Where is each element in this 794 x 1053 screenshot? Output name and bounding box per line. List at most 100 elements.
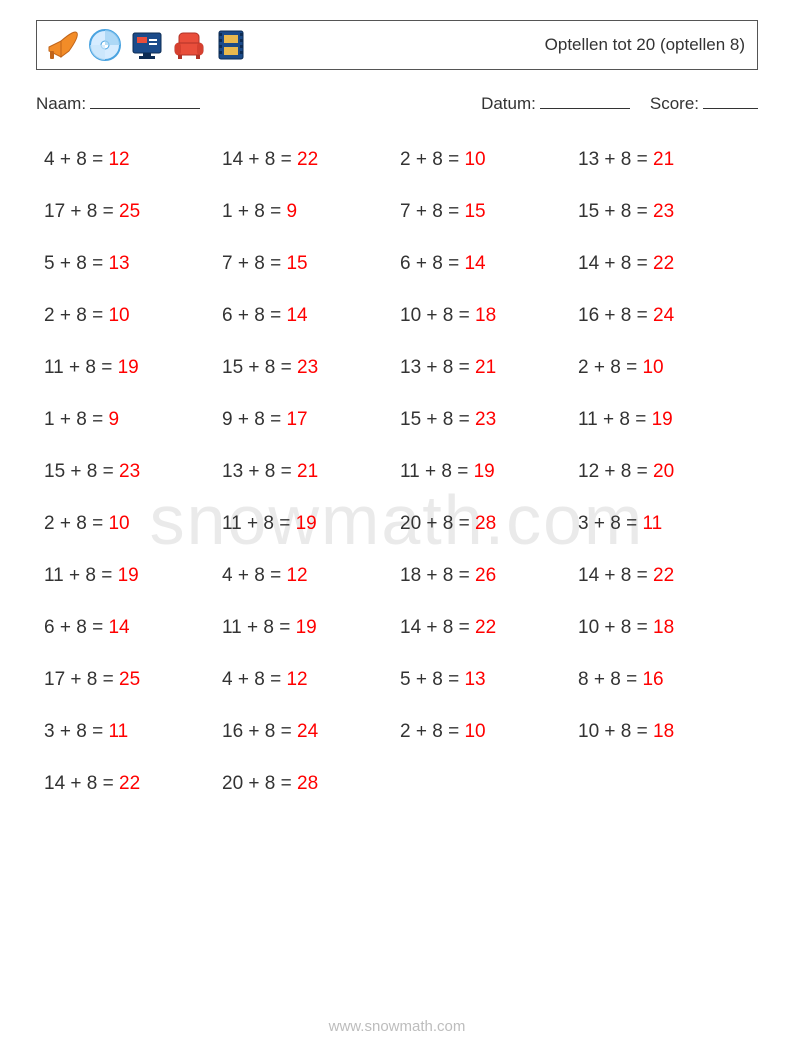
info-row: Naam: Datum: Score:: [36, 90, 758, 114]
problem-cell: 1 + 8 = 9: [222, 201, 400, 223]
answer: 14: [108, 617, 129, 638]
problem-cell: 2 + 8 = 10: [400, 149, 578, 171]
answer: 14: [464, 253, 485, 274]
answer: 12: [286, 669, 307, 690]
answer: 17: [286, 409, 307, 430]
answer: 19: [296, 513, 317, 534]
answer: 19: [652, 409, 673, 430]
answer: 25: [119, 201, 140, 222]
problem-cell: 12 + 8 = 20: [578, 461, 756, 483]
answer: 18: [475, 305, 496, 326]
problem-cell: 8 + 8 = 16: [578, 669, 756, 691]
answer: 15: [464, 201, 485, 222]
problem-cell: 14 + 8 = 22: [400, 617, 578, 639]
answer: 25: [119, 669, 140, 690]
problem-cell: 13 + 8 = 21: [400, 357, 578, 379]
problem-cell: 16 + 8 = 24: [578, 305, 756, 327]
answer: 26: [475, 565, 496, 586]
date-blank: [540, 90, 630, 109]
answer: 10: [108, 513, 129, 534]
problem-cell: 6 + 8 = 14: [400, 253, 578, 275]
answer: 23: [119, 461, 140, 482]
answer: 15: [286, 253, 307, 274]
problem-cell: 17 + 8 = 25: [44, 201, 222, 223]
problem-cell: 4 + 8 = 12: [222, 669, 400, 691]
answer: 23: [653, 201, 674, 222]
problem-cell: 18 + 8 = 26: [400, 565, 578, 587]
answer: 9: [286, 201, 297, 222]
problem-cell: 11 + 8 = 19: [400, 461, 578, 483]
answer: 10: [464, 721, 485, 742]
name-field: Naam:: [36, 90, 200, 114]
answer: 19: [296, 617, 317, 638]
film-icon: [213, 27, 249, 63]
megaphone-icon: [45, 27, 81, 63]
problem-cell: 9 + 8 = 17: [222, 409, 400, 431]
problem-cell: 4 + 8 = 12: [222, 565, 400, 587]
header-box: Optellen tot 20 (optellen 8): [36, 20, 758, 70]
problem-cell: 2 + 8 = 10: [400, 721, 578, 743]
answer: 23: [475, 409, 496, 430]
problem-cell: 2 + 8 = 10: [44, 305, 222, 327]
problem-cell: 3 + 8 = 11: [44, 721, 222, 743]
answer: 13: [108, 253, 129, 274]
score-blank: [703, 90, 758, 109]
problem-cell: 5 + 8 = 13: [44, 253, 222, 275]
problem-cell: 11 + 8 = 19: [44, 565, 222, 587]
problem-cell: 10 + 8 = 18: [578, 721, 756, 743]
answer: 18: [653, 721, 674, 742]
answer: 12: [286, 565, 307, 586]
problem-cell: 16 + 8 = 24: [222, 721, 400, 743]
answer: 19: [474, 461, 495, 482]
problem-cell: 3 + 8 = 11: [578, 513, 756, 535]
problem-cell: 10 + 8 = 18: [400, 305, 578, 327]
answer: 28: [475, 513, 496, 534]
problem-cell: 11 + 8 = 19: [44, 357, 222, 379]
answer: 9: [108, 409, 119, 430]
problem-cell: 11 + 8 = 19: [222, 513, 400, 535]
problem-cell: 5 + 8 = 13: [400, 669, 578, 691]
name-blank: [90, 90, 200, 109]
problem-cell: 7 + 8 = 15: [400, 201, 578, 223]
answer: 16: [642, 669, 663, 690]
problem-cell: 13 + 8 = 21: [222, 461, 400, 483]
score-field: Score:: [650, 90, 758, 114]
problem-cell: 1 + 8 = 9: [44, 409, 222, 431]
problem-cell: 2 + 8 = 10: [44, 513, 222, 535]
answer: 20: [653, 461, 674, 482]
answer: 22: [475, 617, 496, 638]
score-label: Score:: [650, 94, 699, 113]
answer: 19: [118, 565, 139, 586]
problem-cell: 17 + 8 = 25: [44, 669, 222, 691]
worksheet-title: Optellen tot 20 (optellen 8): [545, 35, 745, 55]
problem-cell: 15 + 8 = 23: [400, 409, 578, 431]
answer: 21: [297, 461, 318, 482]
answer: 21: [653, 149, 674, 170]
problem-cell: 11 + 8 = 19: [578, 409, 756, 431]
answer: 11: [108, 721, 128, 742]
problem-cell: 20 + 8 = 28: [222, 773, 400, 795]
answer: 18: [653, 617, 674, 638]
answer: 22: [653, 565, 674, 586]
answer: 22: [119, 773, 140, 794]
answer: 13: [464, 669, 485, 690]
problem-cell: 15 + 8 = 23: [222, 357, 400, 379]
problem-cell: 13 + 8 = 21: [578, 149, 756, 171]
date-label: Datum:: [481, 94, 536, 113]
answer: 19: [118, 357, 139, 378]
problem-cell: 4 + 8 = 12: [44, 149, 222, 171]
answer: 24: [297, 721, 318, 742]
answer: 22: [653, 253, 674, 274]
answer: 24: [653, 305, 674, 326]
answer: 12: [108, 149, 129, 170]
problem-cell: 6 + 8 = 14: [44, 617, 222, 639]
answer: 10: [464, 149, 485, 170]
answer: 10: [108, 305, 129, 326]
answer: 22: [297, 149, 318, 170]
problems-grid: 4 + 8 = 1214 + 8 = 222 + 8 = 1013 + 8 = …: [44, 134, 756, 810]
sofa-icon: [171, 27, 207, 63]
problem-cell: 7 + 8 = 15: [222, 253, 400, 275]
problem-cell: 2 + 8 = 10: [578, 357, 756, 379]
answer: 23: [297, 357, 318, 378]
answer: 11: [642, 513, 662, 534]
